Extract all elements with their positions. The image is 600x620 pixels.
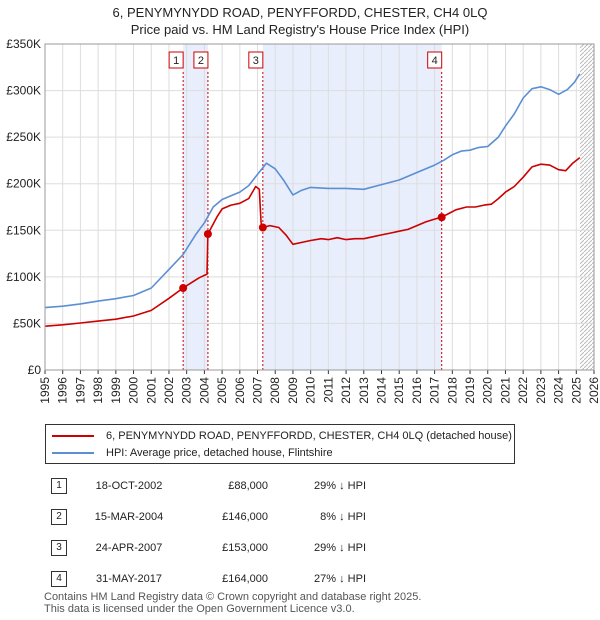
transaction-price: £164,000 <box>222 572 268 585</box>
x-tick-label: 2002 <box>162 377 176 404</box>
projection-hatch <box>579 44 594 370</box>
chart-subtitle: Price paid vs. HM Land Registry's House … <box>130 22 470 37</box>
transaction-price: £153,000 <box>222 541 268 554</box>
y-tick-label: £100K <box>6 270 41 284</box>
y-tick-label: £150K <box>6 223 41 237</box>
property-series-line <box>44 156 581 327</box>
x-tick-label: 2022 <box>516 377 530 404</box>
x-tick-label: 2024 <box>552 377 566 404</box>
x-tick-label: 1996 <box>56 377 70 404</box>
marker-2-box <box>193 51 209 69</box>
hpi-series-line <box>44 73 581 309</box>
sale-point-3 <box>258 223 267 232</box>
transaction-hpi: 8% ↓ HPI <box>320 510 366 523</box>
shaded-range-2 <box>262 44 442 370</box>
marker-3-label: 3 <box>253 55 259 67</box>
sale-point-2 <box>203 230 212 239</box>
x-tick-label: 2013 <box>357 377 371 404</box>
x-tick-label: 2009 <box>286 377 300 404</box>
transaction-date: 18-OCT-2002 <box>95 479 163 492</box>
x-tick-label: 2019 <box>463 377 477 404</box>
transactions-table: 1 18-OCT-2002 £88,000 29% ↓ HPI 2 15-MAR… <box>38 470 366 594</box>
x-tick-label: 2010 <box>304 377 318 404</box>
legend-swatch-hpi <box>52 452 94 454</box>
sale-point-4 <box>437 213 446 222</box>
transaction-number: 3 <box>51 539 67 556</box>
shaded-range-1 <box>183 44 208 370</box>
x-tick-label: 2000 <box>127 377 141 404</box>
x-tick-label: 2003 <box>180 377 194 404</box>
x-tick-label: 2025 <box>569 377 583 404</box>
x-tick-label: 2023 <box>534 377 548 404</box>
legend-label-hpi: HPI: Average price, detached house, Flin… <box>106 447 333 459</box>
x-tick-label: 2004 <box>197 377 211 404</box>
plot-border <box>44 43 595 371</box>
transaction-date: 31-MAY-2017 <box>95 572 163 585</box>
x-tick-label: 2012 <box>339 377 353 404</box>
x-tick-label: 2014 <box>374 377 388 404</box>
chart-title: 6, PENYMYNYDD ROAD, PENYFFORDD, CHESTER,… <box>112 5 488 20</box>
y-tick-label: £300K <box>6 84 41 98</box>
marker-3-box <box>248 51 264 69</box>
table-row: 2 15-MAR-2004 £146,000 8% ↓ HPI <box>38 501 366 532</box>
x-tick-label: 2008 <box>268 377 282 404</box>
footer-copyright: Contains HM Land Registry data © Crown c… <box>44 591 422 603</box>
transaction-hpi: 29% ↓ HPI <box>314 479 366 492</box>
marker-1-label: 1 <box>173 55 179 67</box>
x-tick-label: 2006 <box>233 377 247 404</box>
y-tick-label: £50K <box>13 316 41 330</box>
transaction-number: 2 <box>51 508 67 525</box>
transaction-number: 1 <box>51 477 67 494</box>
legend-label-property: 6, PENYMYNYDD ROAD, PENYFFORDD, CHESTER,… <box>106 430 512 442</box>
marker-4-label: 4 <box>432 55 438 67</box>
y-tick-label: £0 <box>28 363 42 377</box>
x-tick-label: 2015 <box>392 377 406 404</box>
x-tick-label: 2021 <box>498 377 512 404</box>
price-chart: £0 £50K £100K £150K £200K £250K £300K £350K 1995… <box>6 37 600 404</box>
y-tick-label: £250K <box>6 130 41 144</box>
legend-swatch-property <box>52 435 94 437</box>
sale-point-1 <box>179 284 188 293</box>
x-tick-label: 2016 <box>410 377 424 404</box>
transaction-price: £146,000 <box>222 510 268 523</box>
x-tick-label: 2026 <box>587 377 600 404</box>
x-tick-label: 1999 <box>109 377 123 404</box>
x-tick-label: 2011 <box>321 377 335 403</box>
x-tick-label: 1995 <box>38 377 52 404</box>
transaction-number: 4 <box>51 570 67 587</box>
transaction-date: 24-APR-2007 <box>95 541 163 554</box>
marker-1-box <box>168 51 184 69</box>
table-row: 1 18-OCT-2002 £88,000 29% ↓ HPI <box>38 470 366 501</box>
x-tick-label: 2005 <box>215 377 229 404</box>
x-tick-label: 2018 <box>445 377 459 404</box>
table-row: 3 24-APR-2007 £153,000 29% ↓ HPI <box>38 532 366 563</box>
transaction-date: 15-MAR-2004 <box>94 510 164 523</box>
marker-4-box <box>427 51 443 69</box>
marker-2-label: 2 <box>198 55 204 67</box>
x-tick-label: 1997 <box>73 377 87 404</box>
table-row: 4 31-MAY-2017 £164,000 27% ↓ HPI <box>38 563 366 594</box>
x-tick-label: 2020 <box>481 377 495 404</box>
x-tick-label: 1998 <box>91 377 105 404</box>
transaction-hpi: 29% ↓ HPI <box>314 541 366 554</box>
footer-licence: This data is licensed under the Open Gov… <box>44 603 355 615</box>
x-tick-label: 2017 <box>428 377 442 404</box>
transaction-price: £88,000 <box>228 479 268 492</box>
y-tick-label: £200K <box>6 177 41 191</box>
x-tick-label: 2001 <box>144 377 158 404</box>
transaction-hpi: 27% ↓ HPI <box>314 572 366 585</box>
y-tick-label: £350K <box>6 37 41 51</box>
chart-legend: 6, PENYMYNYDD ROAD, PENYFFORDD, CHESTER,… <box>45 424 515 464</box>
x-tick-label: 2007 <box>251 377 265 404</box>
